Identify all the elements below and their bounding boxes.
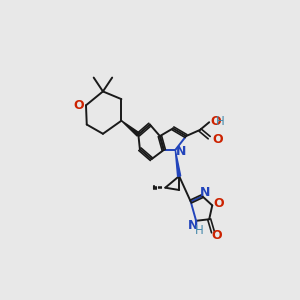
Text: O: O (73, 99, 84, 112)
Text: O: O (213, 197, 224, 210)
Text: N: N (200, 186, 211, 199)
Text: H: H (216, 115, 225, 128)
Text: H: H (195, 224, 204, 237)
Text: O: O (210, 115, 220, 128)
Polygon shape (122, 121, 140, 136)
Text: N: N (188, 219, 198, 232)
Text: O: O (212, 133, 223, 146)
Polygon shape (175, 150, 181, 176)
Text: O: O (212, 229, 222, 242)
Text: N: N (176, 145, 186, 158)
